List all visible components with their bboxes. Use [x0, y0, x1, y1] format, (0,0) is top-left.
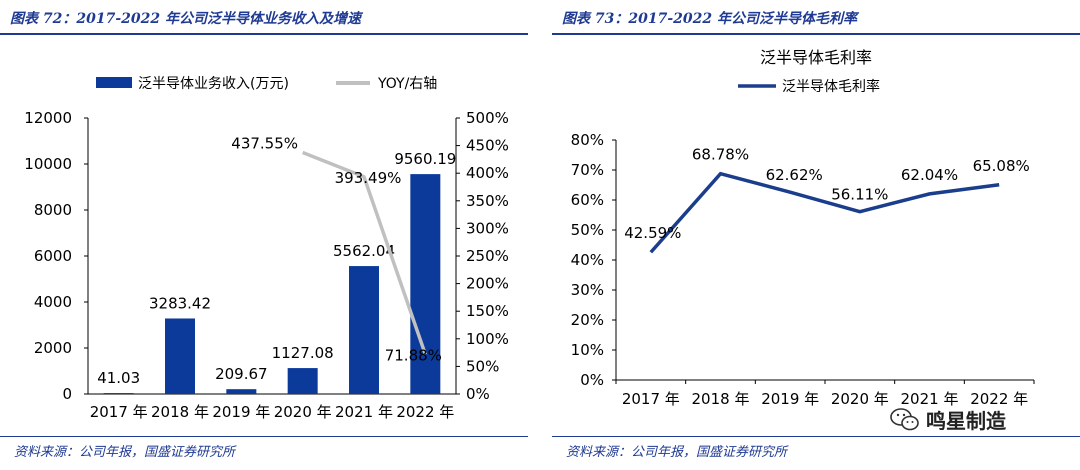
margin-line: [649, 171, 1000, 254]
figure-72-source: 资料来源：公司年报，国盛证券研究所: [14, 445, 236, 460]
revenue-yoy-chart: 0 2000 4000 6000 8000 10000 12000 0% 50% 100% 150%…: [24, 76, 509, 421]
gross-margin-chart: 泛半导体毛利率泛半导体毛利率0%10%20%30%40%50%60%70%80%…: [571, 48, 1035, 408]
wechat-icon: [890, 407, 919, 430]
figure-73-bottom-rule: [552, 436, 1080, 437]
yoy-line: [302, 150, 427, 355]
y-tick-label: 30%: [571, 281, 604, 299]
x-tick-label: 2021 年: [335, 403, 393, 421]
margin-data-label: 42.59%: [624, 224, 681, 242]
right-y-tick-label: 350%: [466, 192, 509, 210]
x-tick-label: 2018 年: [151, 403, 209, 421]
revenue-bar: [165, 318, 195, 394]
x-tick-label: 2019 年: [761, 390, 819, 408]
right-y-tick-label: 450%: [466, 137, 509, 155]
x-tick-label: 2020 年: [274, 403, 332, 421]
right-y-tick-label: 0%: [466, 385, 490, 403]
left-y-tick-label: 8000: [34, 201, 72, 219]
yoy-data-label: 71.88%: [385, 346, 442, 364]
chart-title: 泛半导体毛利率: [760, 48, 872, 67]
x-tick-label: 2022 年: [970, 390, 1028, 408]
y-tick-label: 0%: [580, 371, 604, 389]
wechat-watermark: 鸣星制造: [890, 405, 1006, 434]
legend-revenue-swatch: [96, 77, 132, 88]
right-y-tick-label: 50%: [466, 357, 499, 375]
x-tick-label: 2020 年: [831, 390, 889, 408]
revenue-data-label: 3283.42: [149, 294, 211, 312]
y-tick-label: 10%: [571, 341, 604, 359]
x-tick-label: 2022 年: [396, 403, 454, 421]
legend-margin-label: 泛半导体毛利率: [782, 78, 880, 95]
y-tick-label: 20%: [571, 311, 604, 329]
revenue-data-label: 1127.08: [272, 344, 334, 362]
y-tick-label: 60%: [571, 191, 604, 209]
legend-yoy-label: YOY/右轴: [377, 76, 437, 92]
revenue-bar: [226, 389, 257, 394]
right-y-tick-label: 100%: [466, 330, 509, 348]
y-tick-label: 80%: [571, 131, 604, 149]
left-y-tick-label: 2000: [34, 339, 72, 357]
figure-73-title: 图表 73：2017-2022 年公司泛半导体毛利率: [562, 11, 857, 27]
x-tick-label: 2021 年: [901, 390, 959, 408]
revenue-data-label: 41.03: [97, 369, 140, 387]
legend-revenue-label: 泛半导体业务收入(万元): [138, 76, 289, 92]
margin-data-label: 62.04%: [901, 166, 958, 184]
revenue-data-label: 209.67: [215, 365, 268, 383]
figure-72-panel: 图表 72：2017-2022 年公司泛半导体业务收入及增速 0 2000 4000…: [0, 0, 528, 470]
x-tick-label: 2017 年: [622, 390, 680, 408]
left-y-tick-label: 10000: [24, 155, 72, 173]
margin-data-label: 62.62%: [766, 166, 823, 184]
figure-72-top-rule: [0, 33, 528, 35]
margin-data-label: 65.08%: [973, 157, 1030, 175]
right-y-tick-label: 200%: [466, 275, 509, 293]
right-y-tick-label: 150%: [466, 302, 509, 320]
right-y-tick-label: 500%: [466, 109, 509, 127]
yoy-data-label: 393.49%: [335, 169, 402, 187]
margin-data-label: 56.11%: [831, 186, 888, 204]
revenue-bar: [410, 174, 441, 394]
y-tick-label: 70%: [571, 161, 604, 179]
left-y-tick-label: 0: [62, 385, 72, 403]
y-tick-label: 40%: [571, 251, 604, 269]
figure-73-source: 资料来源：公司年报，国盛证券研究所: [566, 445, 788, 460]
yoy-data-label: 437.55%: [231, 134, 298, 152]
left-y-tick-label: 12000: [24, 109, 72, 127]
x-tick-label: 2018 年: [692, 390, 750, 408]
right-y-tick-label: 300%: [466, 219, 509, 237]
watermark-text: 鸣星制造: [926, 409, 1006, 433]
x-tick-label: 2019 年: [212, 403, 270, 421]
revenue-bar: [287, 368, 318, 394]
left-y-tick-label: 6000: [34, 247, 72, 265]
right-y-tick-label: 400%: [466, 164, 509, 182]
revenue-data-label: 9560.19: [394, 150, 456, 168]
left-y-tick-label: 4000: [34, 293, 72, 311]
figure-73-panel: 图表 73：2017-2022 年公司泛半导体毛利率 泛半导体毛利率 泛半导体毛利…: [552, 0, 1080, 470]
right-y-tick-label: 250%: [466, 247, 509, 265]
figure-72-title: 图表 72：2017-2022 年公司泛半导体业务收入及增速: [10, 11, 361, 27]
revenue-data-label: 5562.04: [333, 242, 395, 260]
revenue-bar: [349, 266, 379, 394]
y-tick-label: 50%: [571, 221, 604, 239]
figure-73-top-rule: [552, 33, 1080, 35]
x-tick-label: 2017 年: [90, 403, 148, 421]
figure-72-bottom-rule: [0, 436, 528, 437]
margin-data-label: 68.78%: [692, 146, 749, 164]
revenue-bar: [103, 393, 134, 394]
